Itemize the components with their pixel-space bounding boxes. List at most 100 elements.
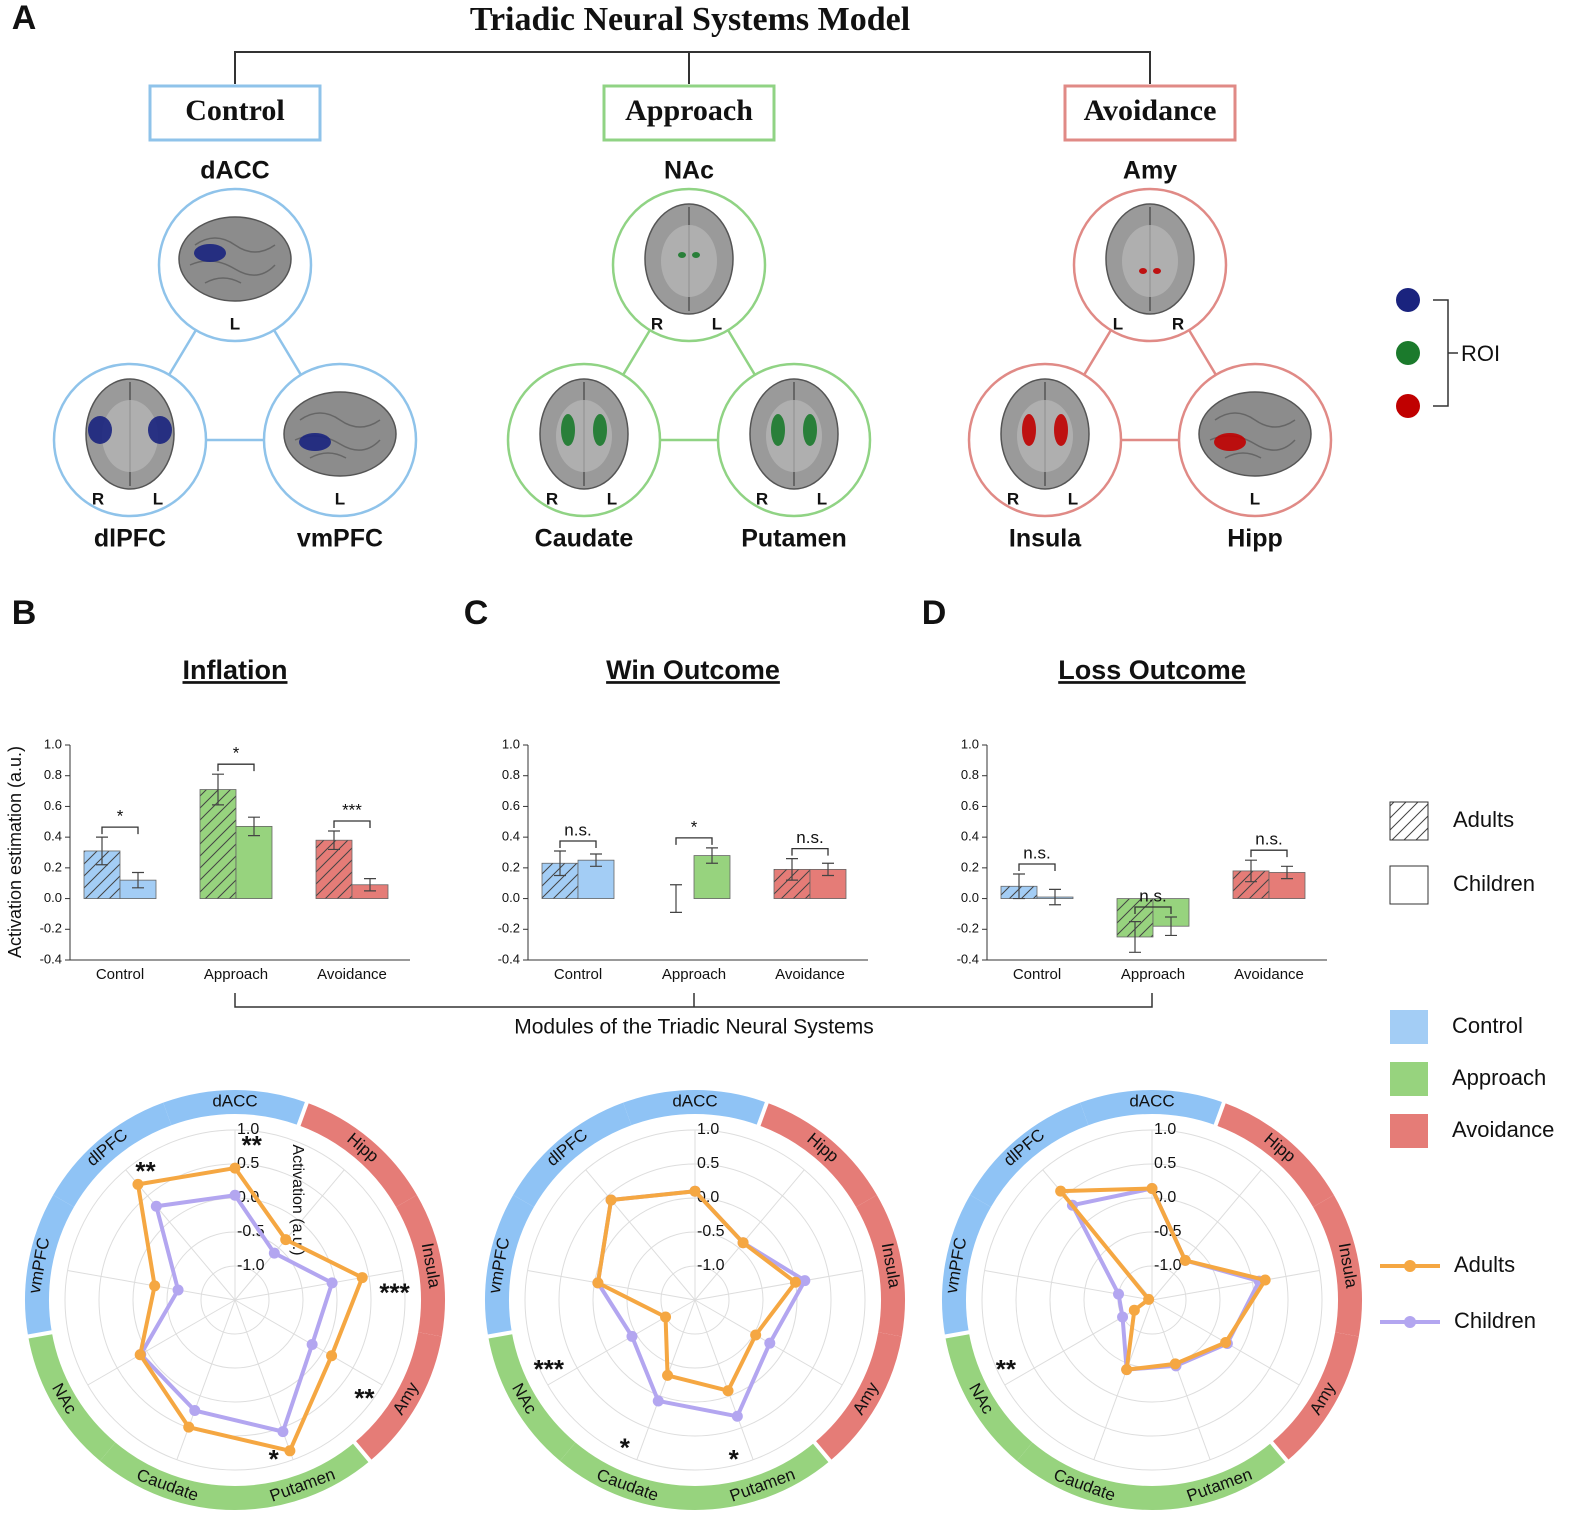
inner <box>102 400 158 472</box>
roi-blob <box>194 244 226 262</box>
panel-label: B <box>12 594 37 632</box>
radar-line <box>135 1166 365 1453</box>
radar-point <box>172 1284 184 1296</box>
legend-label: Approach <box>1452 1065 1546 1090</box>
radar-point <box>229 1162 241 1174</box>
significance-label: ** <box>135 1156 156 1186</box>
y-tick-label: 0.6 <box>502 798 520 813</box>
brain <box>283 391 397 477</box>
significance-label: *** <box>342 800 362 819</box>
bar <box>199 789 237 899</box>
y-tick-label: 1.0 <box>44 736 62 751</box>
brain-image <box>85 378 175 490</box>
significance-label: n.s. <box>1255 830 1282 849</box>
region-links <box>581 262 797 442</box>
chart-title: Win Outcome <box>606 655 780 685</box>
ring-segment <box>28 1332 116 1461</box>
radar-line <box>1058 1186 1268 1372</box>
hemisphere-label: L <box>712 314 722 333</box>
ring-segment <box>53 1102 172 1207</box>
y-tick-label: -0.4 <box>40 951 62 966</box>
region-name: vmPFC <box>297 525 383 553</box>
legend-label: Children <box>1453 871 1535 896</box>
radar-point <box>277 1426 289 1438</box>
significance-bracket <box>333 820 371 828</box>
hemisphere-label: L <box>1250 489 1260 508</box>
radar-point <box>326 1350 338 1362</box>
axis-spoke <box>87 1299 236 1386</box>
roi-blob <box>803 414 817 446</box>
roi-bracket <box>1433 299 1458 407</box>
hemisphere-label: R <box>1007 489 1019 508</box>
grid-circle <box>981 1129 1323 1471</box>
axis-spoke <box>984 1269 1153 1301</box>
axis-label: dACC <box>1129 1091 1174 1110</box>
error-bar <box>822 862 834 877</box>
error-bar <box>248 816 260 837</box>
legend-swatch <box>1390 1114 1428 1148</box>
radar-point <box>183 1421 195 1433</box>
axis-label: Putamen <box>1184 1465 1254 1506</box>
significance-bracket <box>101 826 139 835</box>
radar-point <box>1259 1274 1271 1286</box>
r-tick-label: 0.5 <box>237 1155 259 1172</box>
axis-label: Caudate <box>134 1465 201 1505</box>
roi-blob <box>1139 268 1147 274</box>
significance-label: n.s. <box>1139 886 1166 905</box>
inner <box>661 225 717 297</box>
chart-title: Loss Outcome <box>1058 655 1246 685</box>
error-bar <box>96 836 108 866</box>
x-tick-label: Avoidance <box>317 966 387 983</box>
axis-spoke <box>176 1299 236 1460</box>
ring-gap <box>755 1099 770 1129</box>
radar-point <box>662 1369 674 1381</box>
radar-point <box>652 1395 664 1407</box>
hemisphere-label: R <box>756 489 768 508</box>
y-tick-label: 0.0 <box>961 890 979 905</box>
r-tick-label: -0.5 <box>697 1223 725 1240</box>
significance-label: *** <box>379 1278 410 1308</box>
ring-segment <box>485 1195 534 1337</box>
roi-blob <box>1022 414 1036 446</box>
ring-segment <box>163 1090 307 1126</box>
model-title: Triadic Neural Systems Model <box>470 1 910 38</box>
region-name: NAc <box>664 157 714 185</box>
roi-dot <box>1396 394 1420 418</box>
radar-point <box>722 1385 734 1397</box>
roi-blob <box>1054 414 1068 446</box>
error-bar <box>706 847 718 864</box>
radar-line <box>595 1189 798 1393</box>
bar <box>235 825 273 899</box>
legend-swatch <box>1390 1062 1428 1096</box>
radar-point <box>134 1349 146 1361</box>
r-tick-label: -1.0 <box>237 1257 265 1274</box>
hemisphere-label: R <box>1172 314 1184 333</box>
y-tick-label: 0.2 <box>502 859 520 874</box>
legend-marker <box>1404 1260 1416 1272</box>
significance-bracket <box>791 847 829 856</box>
axis-label: Caudate <box>1051 1465 1118 1505</box>
x-tick-label: Approach <box>662 966 726 983</box>
radar-point <box>750 1329 762 1341</box>
axis-spoke <box>527 1269 696 1301</box>
radar-point <box>268 1247 280 1259</box>
hemisphere-label: L <box>607 489 617 508</box>
hemisphere-label: L <box>153 489 163 508</box>
region-links <box>1042 262 1258 442</box>
region-links <box>127 262 343 442</box>
significance-label: n.s. <box>1023 843 1050 862</box>
ring-segment <box>623 1090 767 1126</box>
module-box <box>148 84 322 142</box>
significance-label: * <box>620 1433 631 1463</box>
radar-point <box>764 1337 776 1349</box>
brain-image <box>749 378 839 490</box>
axis-spoke <box>1151 1299 1211 1460</box>
error-bar <box>1245 859 1257 883</box>
chart-title: Inflation <box>183 655 288 685</box>
radar-line <box>138 1193 335 1434</box>
grid-circle <box>1015 1163 1289 1437</box>
module-box <box>1063 84 1237 142</box>
brain-image <box>644 203 734 315</box>
ring-gap <box>484 1329 516 1339</box>
significance-label: ** <box>354 1383 375 1413</box>
